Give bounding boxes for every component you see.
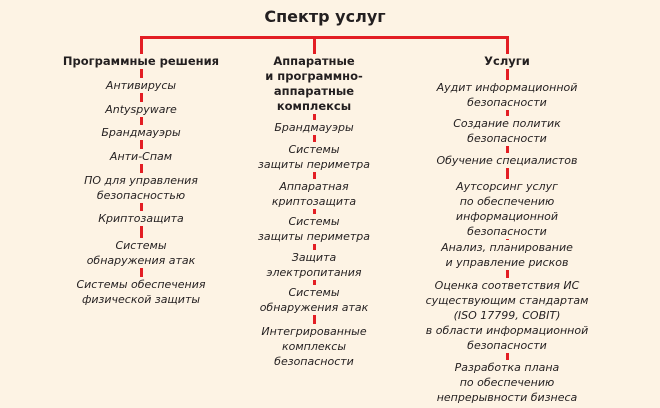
top-connector [140,36,509,39]
list-item-label: Создание политик безопасности [451,116,563,146]
list-item: ПО для управления безопасностью [31,173,251,203]
list-item: Системы обеспечения физической защиты [31,277,251,307]
list-item: Анти-Спам [31,149,251,164]
column-header-label: Услуги [482,54,532,69]
list-item-label: ПО для управления безопасностью [82,173,200,203]
list-item: Antyspyware [31,102,251,117]
list-item-label: Брандмауэры [272,120,356,135]
list-item-label: Анти-Спам [107,149,175,164]
list-item: Системы защиты периметра [204,142,424,172]
diagram-title: Спектр услуг [264,7,386,26]
list-item-label: Системы обнаружения атак [84,238,198,268]
list-item: Анализ, планирование и управление рисков [397,240,617,270]
list-item: Аудит информационной безопасности [397,80,617,110]
list-item: Системы обнаружения атак [31,238,251,268]
list-item: Оценка соответствия ИС существующим станд… [397,278,617,353]
column-header-label: Аппаратные и программно-аппаратные комплек… [263,54,365,114]
list-item-label: Аппаратная криптозащита [269,179,359,209]
list-item: Разработка плана по обеспечению непрерывно… [397,360,617,405]
list-item-label: Криптозащита [96,211,186,226]
list-item-label: Защита электропитания [264,250,364,280]
list-item: Брандмауэры [204,120,424,135]
list-item-label: Системы обеспечения физической защиты [74,277,208,307]
list-item-label: Анализ, планирование и управление рисков [439,240,575,270]
list-item: Интегрированные комплексы безопасности [204,324,424,369]
list-item-label: Системы защиты периметра [256,142,372,172]
list-item-label: Аутсорсинг услуг по обеспечению информацио… [453,179,561,239]
column-header: Услуги [397,54,617,69]
list-item-label: Антивирусы [103,78,179,93]
list-item: Защита электропитания [204,250,424,280]
list-item: Брандмауэры [31,125,251,140]
list-item-label: Оценка соответствия ИС существующим станд… [423,278,591,353]
list-item-label: Интегрированные комплексы безопасности [259,324,369,369]
list-item-label: Системы обнаружения атак [257,285,371,315]
column-header: Программные решения [31,54,251,69]
column-header-label: Программные решения [60,54,222,69]
list-item-label: Аудит информационной безопасности [434,80,580,110]
list-item: Аутсорсинг услуг по обеспечению информацио… [397,179,617,239]
column-header: Аппаратные и программно-аппаратные комплек… [204,54,424,114]
list-item: Антивирусы [31,78,251,93]
list-item: Криптозащита [31,211,251,226]
list-item: Системы обнаружения атак [204,285,424,315]
list-item: Создание политик безопасности [397,116,617,146]
list-item-label: Antyspyware [103,102,179,117]
list-item-label: Системы защиты периметра [256,214,372,244]
list-item-label: Брандмауэры [99,125,183,140]
list-item: Аппаратная криптозащита [204,179,424,209]
list-item: Системы защиты периметра [204,214,424,244]
list-item-label: Обучение специалистов [434,153,580,168]
list-item: Обучение специалистов [397,153,617,168]
list-item-label: Разработка плана по обеспечению непрерывно… [434,360,580,405]
